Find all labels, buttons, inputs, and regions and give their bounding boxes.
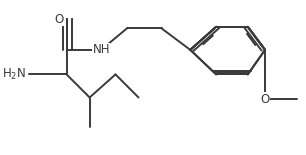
Text: O: O: [260, 93, 270, 106]
Text: O: O: [54, 13, 64, 26]
Text: NH: NH: [92, 43, 110, 56]
Text: H$_2$N: H$_2$N: [2, 67, 26, 82]
